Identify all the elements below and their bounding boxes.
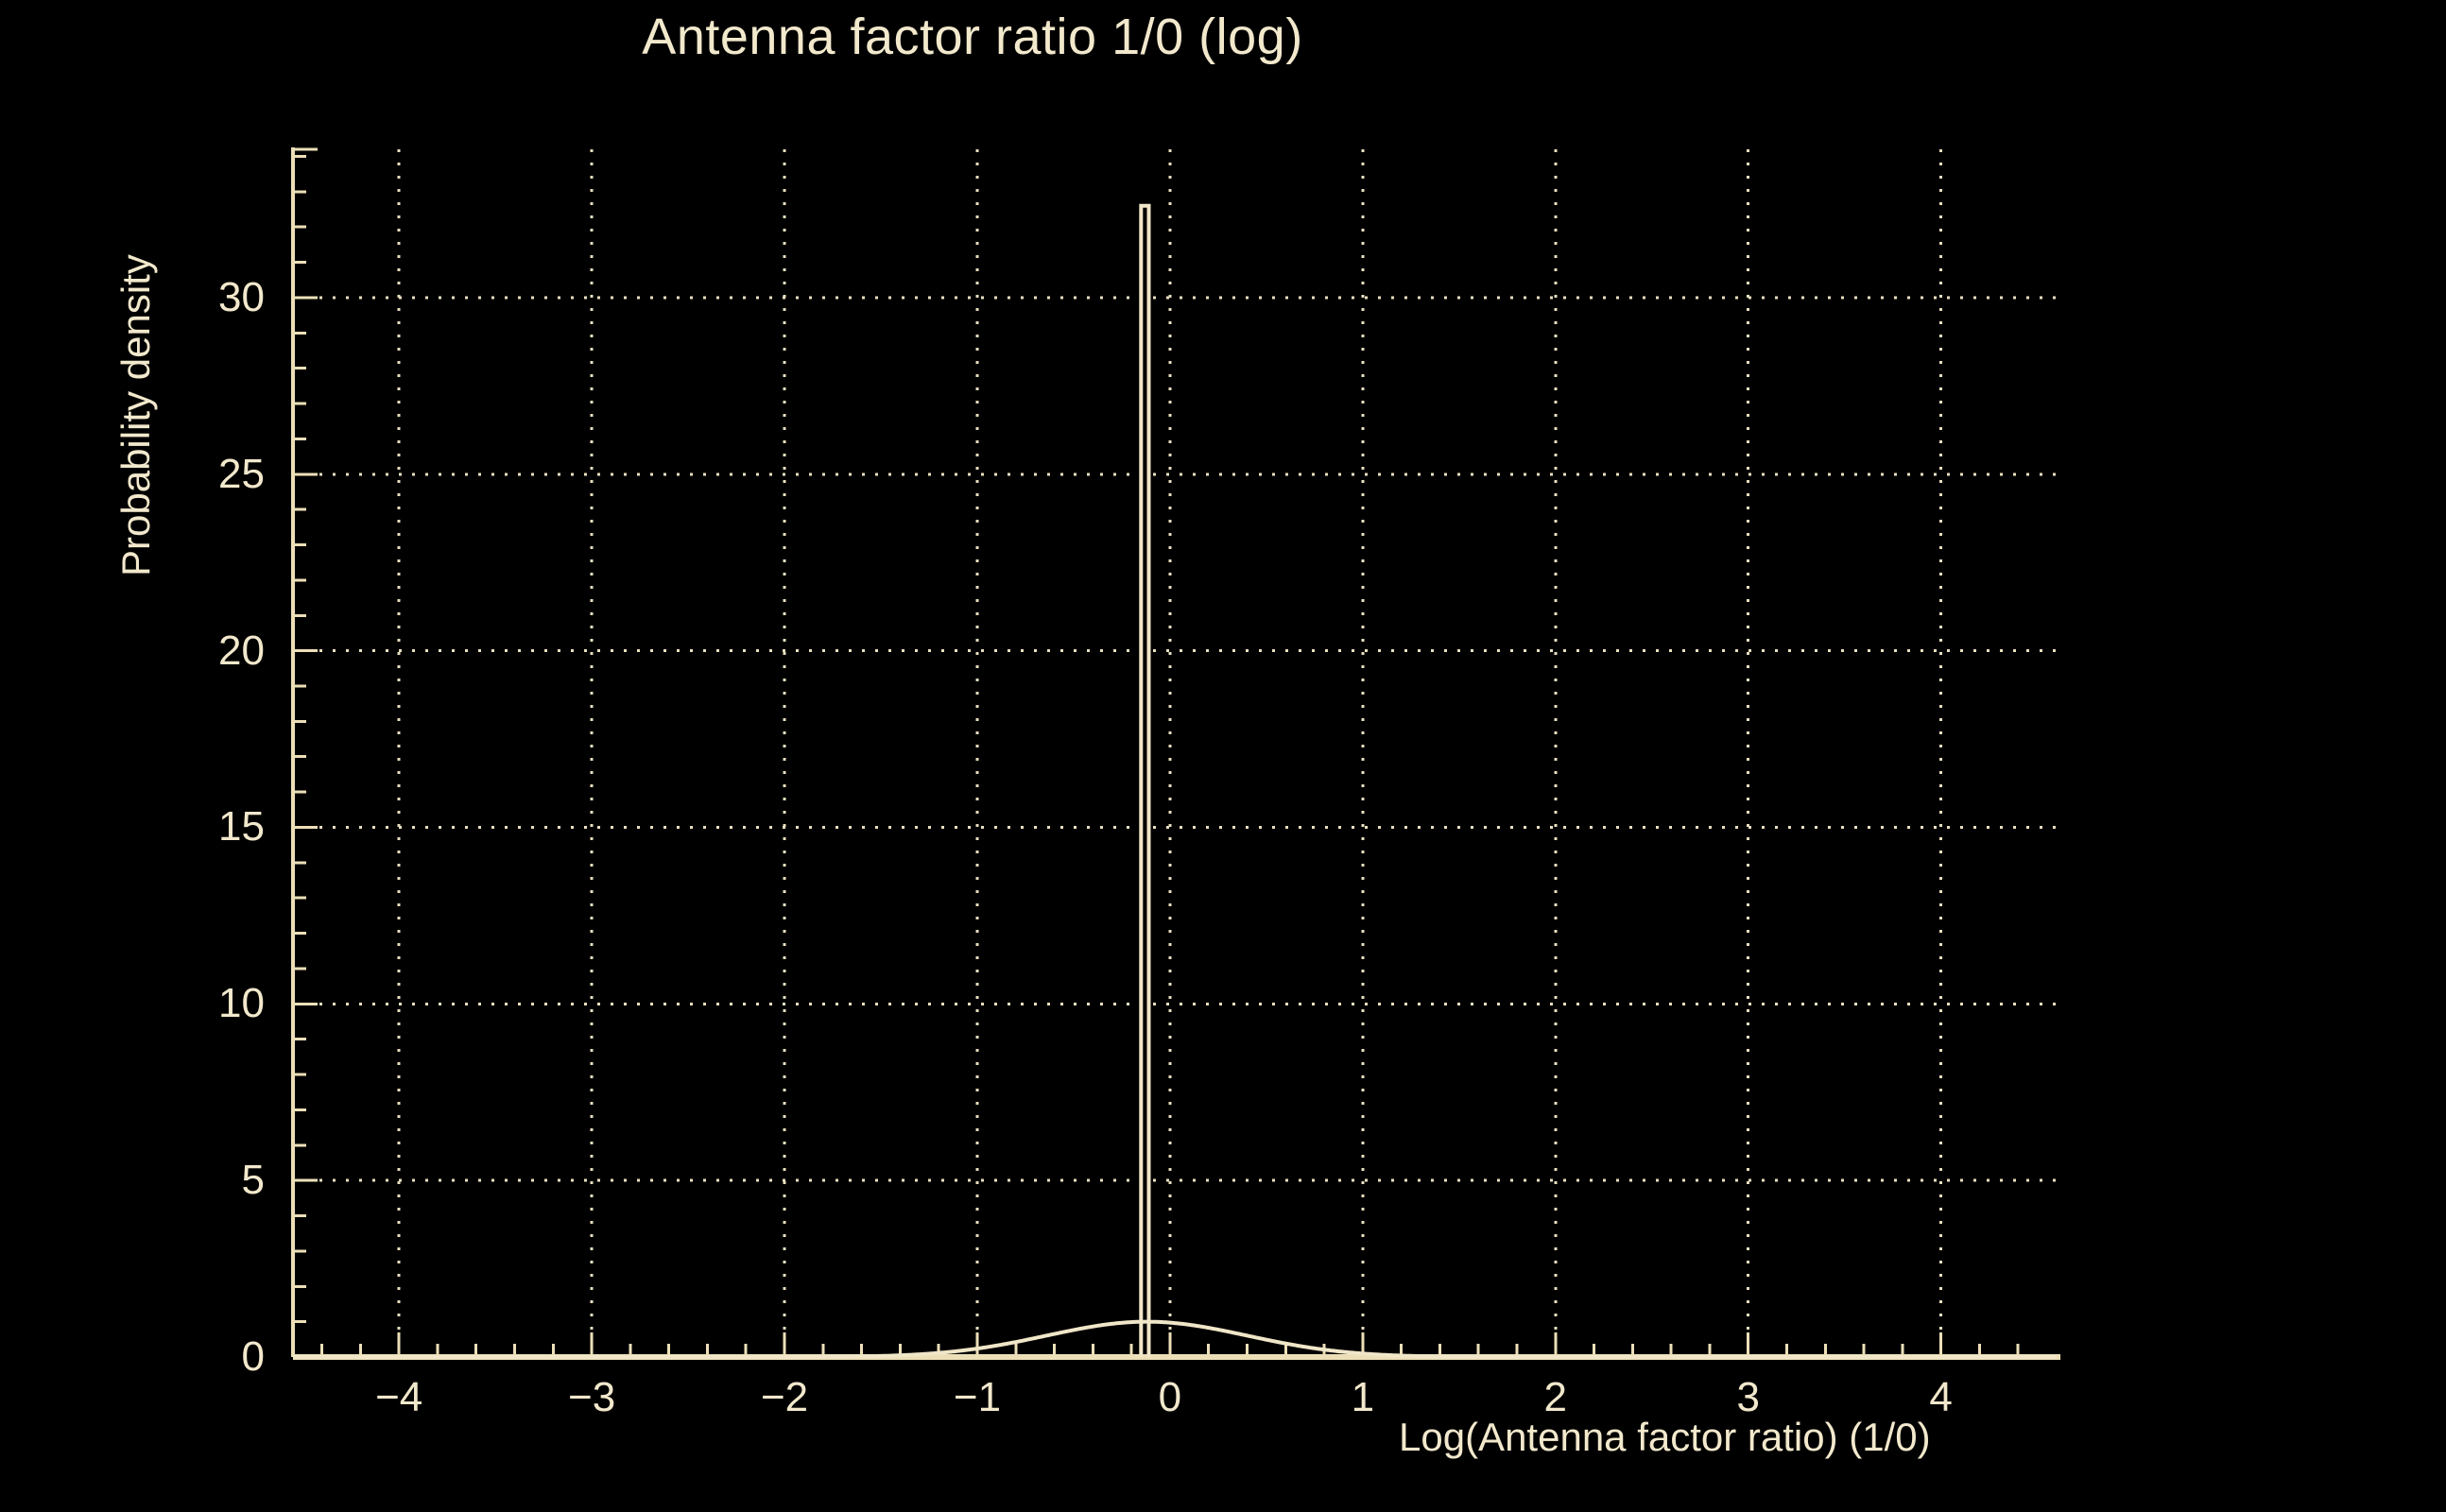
x-tick-label: 4 <box>1929 1374 1953 1420</box>
y-tick-label: 15 <box>218 803 265 850</box>
y-tick-label: 30 <box>218 273 265 320</box>
x-tick-label: 3 <box>1736 1374 1760 1420</box>
y-tick-label: 5 <box>241 1157 265 1204</box>
x-tick-label: 0 <box>1158 1374 1182 1420</box>
x-tick-label: −4 <box>375 1374 423 1420</box>
page-title: Antenna factor ratio 1/0 (log) <box>642 9 1303 65</box>
grid-layer <box>293 149 2057 1357</box>
x-tick-label: −3 <box>568 1374 616 1420</box>
y-tick-label: 25 <box>218 450 265 497</box>
density-curve-hump <box>292 1319 2058 1359</box>
x-axis-title: Log(Antenna factor ratio) (1/0) <box>1399 1415 1931 1459</box>
ticks-layer <box>293 147 2020 1359</box>
y-tick-label: 10 <box>218 980 265 1027</box>
x-tick-label: 2 <box>1543 1374 1568 1420</box>
axis-lines <box>291 147 2060 1360</box>
x-tick-label: −1 <box>953 1374 1002 1420</box>
y-tick-label: 20 <box>218 627 265 674</box>
x-tick-label: 1 <box>1351 1374 1375 1420</box>
y-tick-label: 0 <box>241 1333 265 1380</box>
density-curve-spike <box>1139 203 1151 1357</box>
x-tick-label: −2 <box>760 1374 809 1420</box>
data-curve-layer <box>292 203 2058 1359</box>
